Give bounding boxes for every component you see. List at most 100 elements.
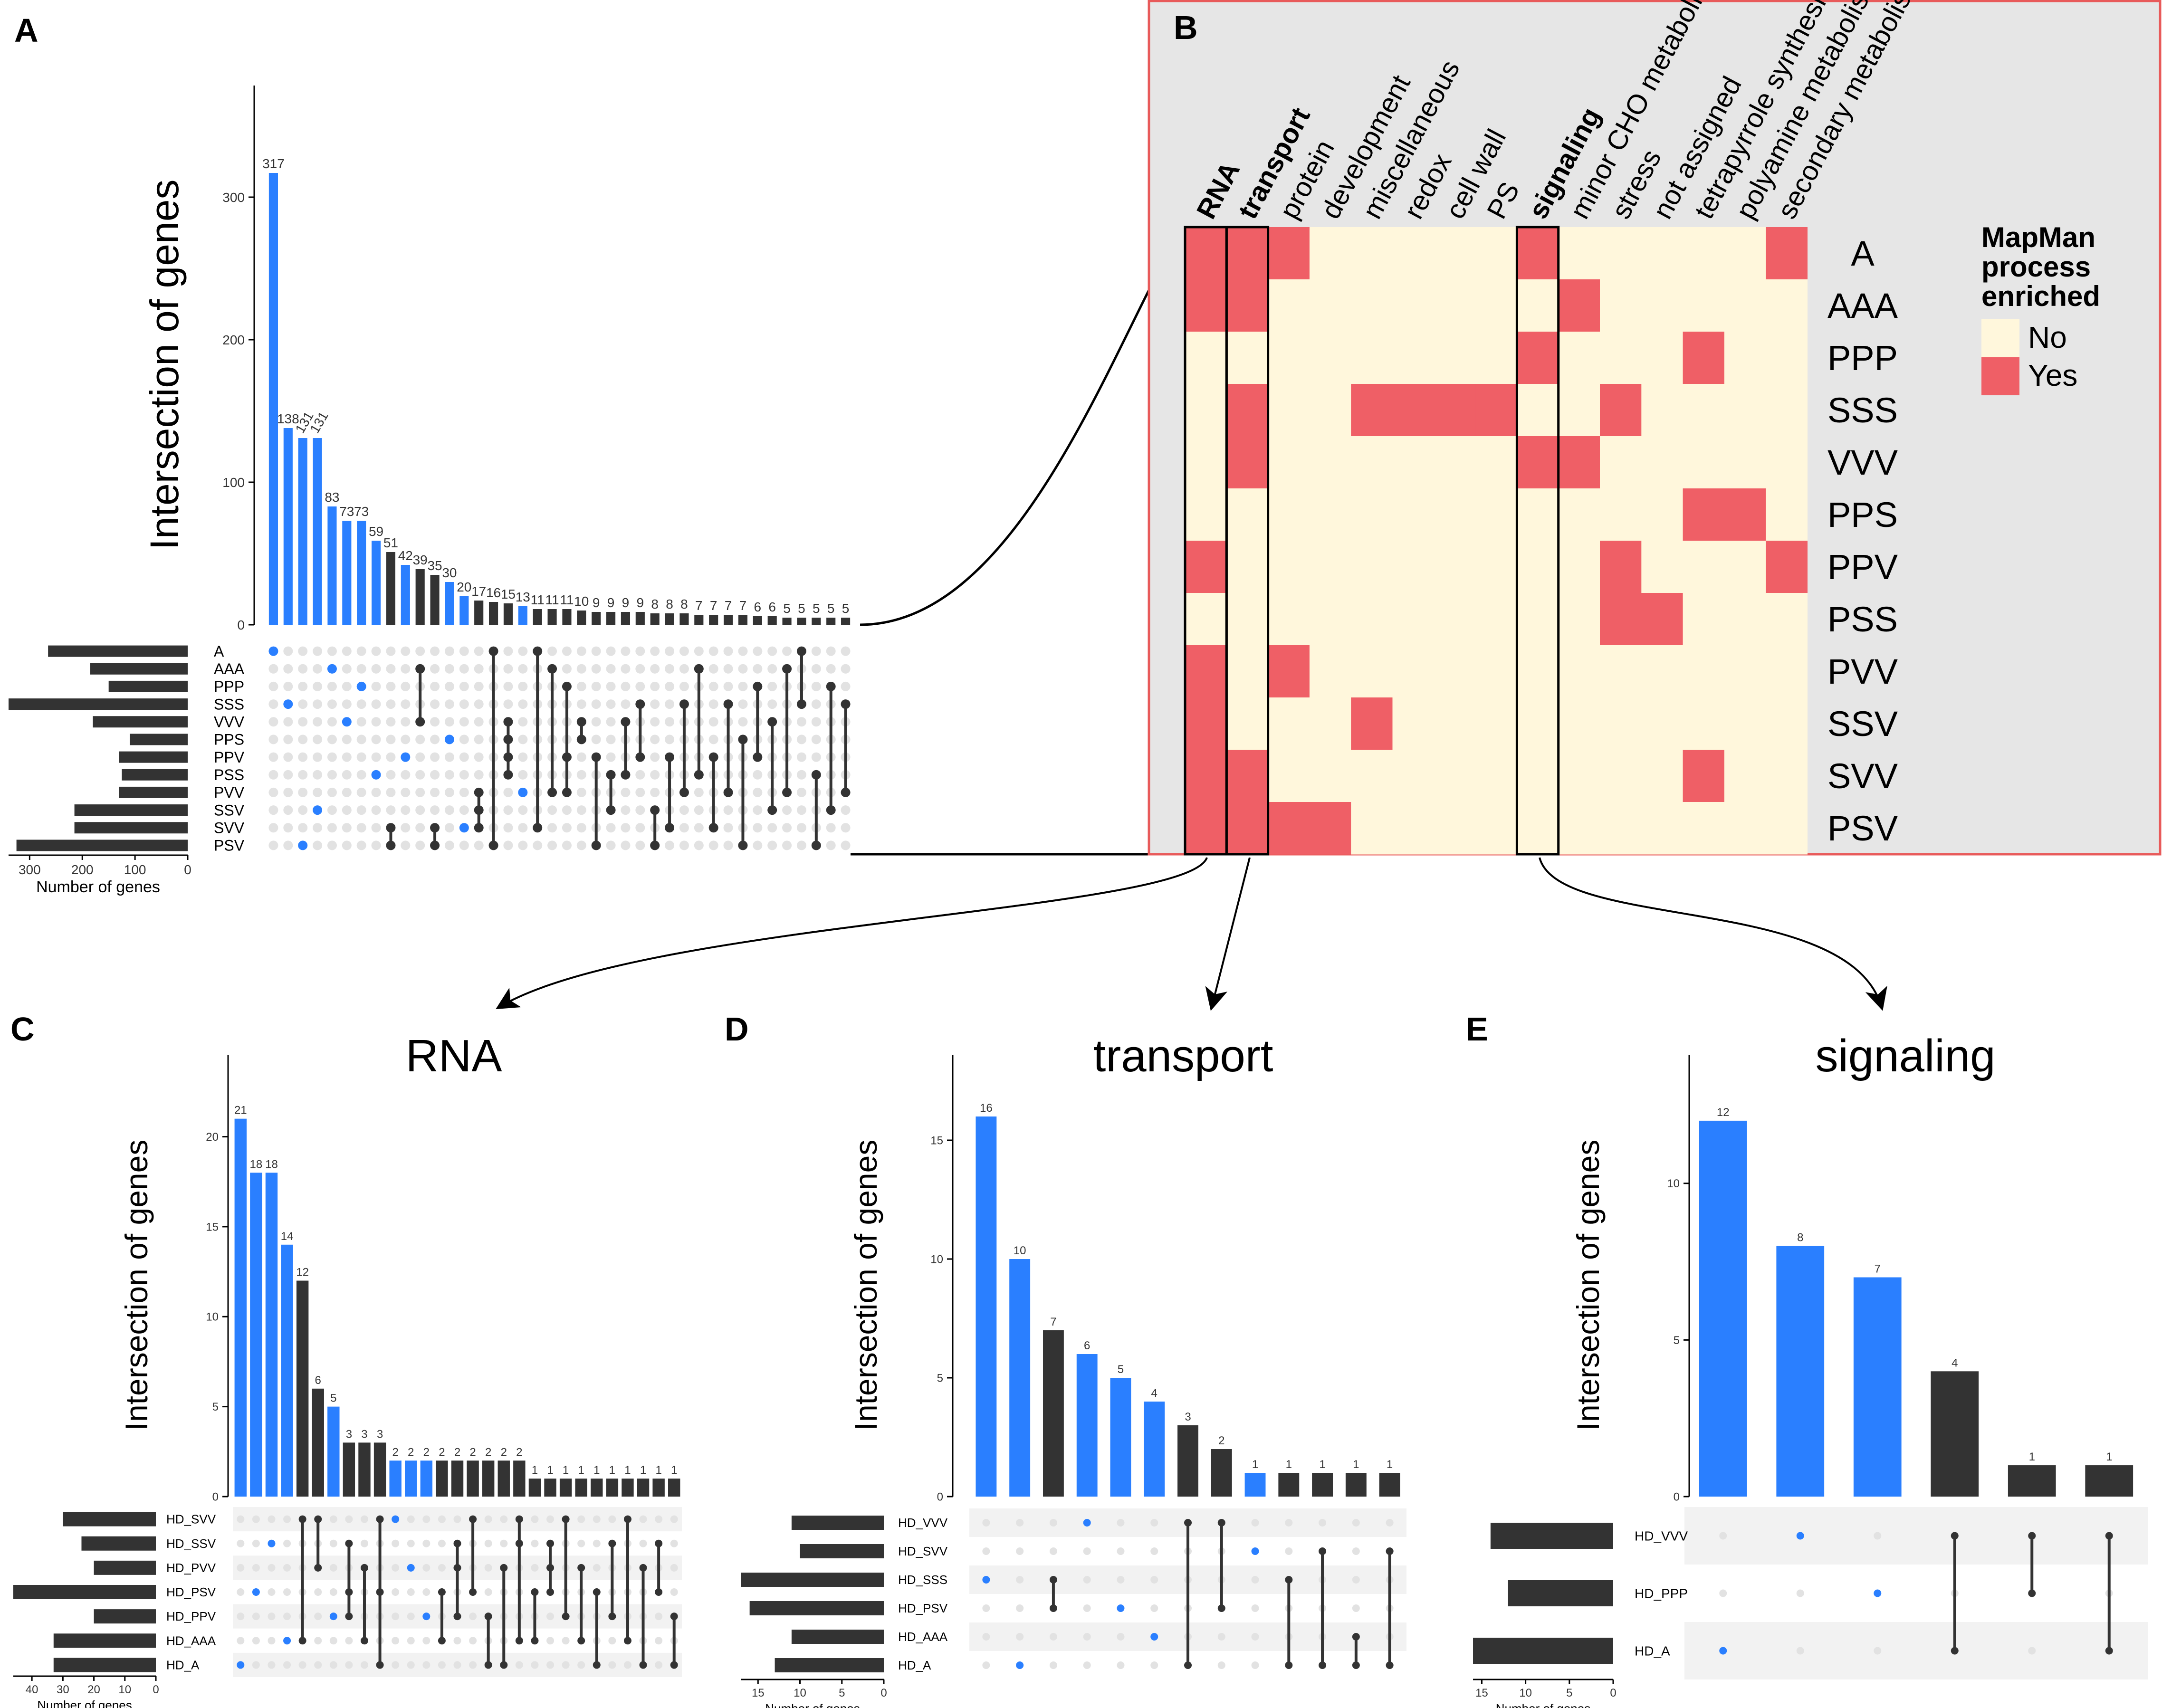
matrix-dot-off bbox=[738, 699, 748, 709]
set-size-bar-HD_VVV bbox=[791, 1516, 884, 1530]
matrix-dot-off bbox=[1251, 1661, 1259, 1669]
set-name-HD_AAA: HD_AAA bbox=[166, 1633, 216, 1648]
heatmap-cell bbox=[1766, 750, 1808, 802]
row-label-VVV: VVV bbox=[1827, 443, 1898, 482]
intersection-bar-0 bbox=[976, 1116, 997, 1497]
set-size-bar-AAA bbox=[90, 663, 188, 675]
matrix-dot-on bbox=[606, 805, 616, 815]
matrix-dot-off bbox=[474, 681, 484, 691]
heatmap-cell bbox=[1351, 436, 1393, 489]
matrix-dot-off bbox=[283, 823, 293, 833]
set-size-bar-HD_A bbox=[775, 1658, 884, 1672]
heatmap-cell bbox=[1392, 802, 1435, 855]
matrix-dot-off bbox=[360, 1661, 368, 1669]
matrix-dot-on bbox=[547, 787, 557, 797]
row-label-SSV: SSV bbox=[1827, 704, 1898, 744]
matrix-dot-off bbox=[444, 664, 454, 674]
set-name-HD_VVV: HD_VVV bbox=[898, 1516, 948, 1530]
intersection-bar-2 bbox=[1043, 1330, 1064, 1497]
matrix-dot-off bbox=[606, 646, 616, 656]
matrix-dot-off bbox=[438, 1661, 446, 1669]
matrix-dot-off bbox=[503, 681, 513, 691]
matrix-dot-off bbox=[518, 823, 528, 833]
matrix-dot-on bbox=[546, 1564, 555, 1572]
matrix-dot-off bbox=[841, 823, 851, 833]
intersection-bar-6 bbox=[1177, 1425, 1198, 1497]
matrix-dot-on bbox=[474, 805, 484, 815]
matrix-dot-off bbox=[753, 646, 763, 656]
matrix-dot-off bbox=[237, 1588, 245, 1596]
set-size-bar-HD_SVV bbox=[63, 1512, 156, 1527]
connector-curve-a-to-b bbox=[860, 226, 1185, 626]
matrix-dot-off bbox=[268, 752, 278, 762]
matrix-dot-on bbox=[430, 823, 440, 833]
matrix-dot-off bbox=[327, 840, 337, 850]
matrix-dot-off bbox=[415, 805, 425, 815]
matrix-dot-off bbox=[298, 823, 308, 833]
matrix-dot-on bbox=[1117, 1604, 1125, 1612]
matrix-dot-off bbox=[621, 681, 631, 691]
bar-value-label: 42 bbox=[398, 548, 413, 563]
matrix-dot-off bbox=[531, 1661, 539, 1669]
intersection-bar-12 bbox=[1379, 1473, 1400, 1497]
matrix-dot-off bbox=[453, 1661, 461, 1669]
matrix-dot-off bbox=[268, 1661, 276, 1669]
matrix-dot-off bbox=[444, 840, 454, 850]
matrix-dot-off bbox=[665, 646, 675, 656]
matrix-dot-off bbox=[342, 787, 352, 797]
matrix-dot-off bbox=[342, 646, 352, 656]
heatmap-cell bbox=[1724, 436, 1766, 489]
matrix-dot-off bbox=[738, 681, 748, 691]
matrix-dot-off bbox=[1319, 1519, 1327, 1527]
matrix-dot-on bbox=[562, 1515, 570, 1523]
highlight-box-signaling bbox=[1515, 226, 1560, 856]
bar-value-label: 1 bbox=[2029, 1450, 2035, 1463]
matrix-dot-off bbox=[283, 1661, 291, 1669]
heatmap-panel-b: BAAAAPPPSSSVVVPPSPPVPSSPVVSSVSVVPSVRNAtr… bbox=[1148, 0, 2162, 856]
bar-value-label: 7 bbox=[725, 598, 732, 613]
matrix-dot-off bbox=[593, 1564, 601, 1572]
set-name-HD_AAA: HD_AAA bbox=[898, 1630, 948, 1644]
heatmap-cell bbox=[1351, 279, 1393, 332]
intersection-bar-25 bbox=[635, 612, 645, 625]
matrix-dot-off bbox=[562, 1637, 570, 1645]
matrix-dot-off bbox=[474, 735, 484, 744]
intersection-bar-4 bbox=[296, 1280, 309, 1497]
bar-value-label: 1 bbox=[1319, 1458, 1325, 1471]
bar-value-label: 1 bbox=[563, 1464, 569, 1477]
matrix-dot-on bbox=[484, 1613, 492, 1621]
matrix-dot-off bbox=[1049, 1633, 1057, 1641]
matrix-dot-off bbox=[1083, 1576, 1091, 1584]
heatmap-cell bbox=[1558, 541, 1600, 593]
heatmap-cell bbox=[1351, 750, 1393, 802]
set-size-tick-label: 20 bbox=[87, 1683, 100, 1696]
intersection-bar-19 bbox=[547, 609, 557, 625]
heatmap-cell bbox=[1185, 802, 1227, 855]
heatmap-cell bbox=[1392, 488, 1435, 541]
matrix-dot-off bbox=[518, 805, 528, 815]
matrix-dot-off bbox=[415, 823, 425, 833]
matrix-dot-off bbox=[723, 805, 733, 815]
matrix-dot-off bbox=[811, 717, 821, 727]
matrix-dot-on bbox=[665, 823, 675, 833]
bar-value-label: 5 bbox=[783, 601, 791, 616]
matrix-dot-on bbox=[268, 646, 278, 656]
matrix-dot-off bbox=[1352, 1604, 1360, 1612]
heatmap-cell bbox=[1600, 750, 1642, 802]
intersection-bar-11 bbox=[1345, 1473, 1367, 1497]
matrix-dot-off bbox=[444, 752, 454, 762]
heatmap-cell bbox=[1351, 384, 1393, 437]
heatmap-cell bbox=[1517, 488, 1559, 541]
matrix-dot-off bbox=[415, 770, 425, 780]
matrix-dot-off bbox=[329, 1588, 337, 1596]
matrix-dot-off bbox=[655, 1613, 663, 1621]
matrix-dot-off bbox=[283, 752, 293, 762]
matrix-dot-off bbox=[533, 840, 543, 850]
matrix-dot-off bbox=[606, 735, 616, 744]
matrix-dot-on bbox=[623, 1637, 631, 1645]
intersection-bar-27 bbox=[652, 1479, 665, 1497]
matrix-dot-off bbox=[268, 1515, 276, 1523]
matrix-dot-off bbox=[438, 1564, 446, 1572]
heatmap-cell bbox=[1268, 332, 1310, 384]
matrix-dot-off bbox=[531, 1539, 539, 1547]
